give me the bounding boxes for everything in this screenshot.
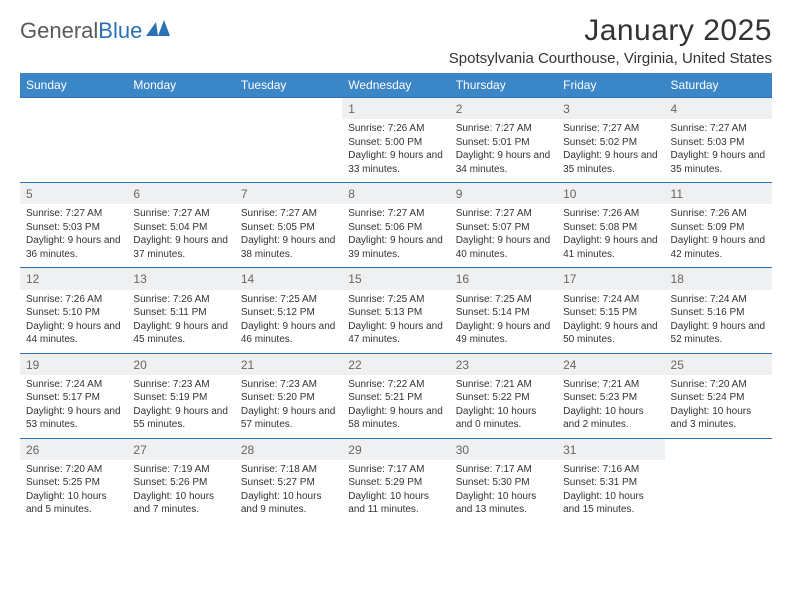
month-title: January 2025 <box>449 14 772 48</box>
info-cell: Sunrise: 7:26 AMSunset: 5:10 PMDaylight:… <box>20 290 127 354</box>
info-cell <box>127 119 234 183</box>
brand-part2: Blue <box>98 18 142 44</box>
info-cell: Sunrise: 7:25 AMSunset: 5:13 PMDaylight:… <box>342 290 449 354</box>
date-cell: 14 <box>235 268 342 290</box>
date-cell <box>127 98 234 120</box>
calendar-page: GeneralBlue January 2025 Spotsylvania Co… <box>0 0 792 523</box>
brand-logo: GeneralBlue <box>20 14 172 44</box>
info-cell <box>235 119 342 183</box>
info-cell: Sunrise: 7:27 AMSunset: 5:01 PMDaylight:… <box>450 119 557 183</box>
date-row: 567891011 <box>20 183 772 205</box>
date-cell: 22 <box>342 353 449 375</box>
date-cell: 5 <box>20 183 127 205</box>
date-cell: 29 <box>342 438 449 460</box>
date-cell: 26 <box>20 438 127 460</box>
date-cell: 13 <box>127 268 234 290</box>
date-cell: 7 <box>235 183 342 205</box>
date-cell: 3 <box>557 98 664 120</box>
date-cell: 21 <box>235 353 342 375</box>
date-cell: 30 <box>450 438 557 460</box>
date-cell: 6 <box>127 183 234 205</box>
info-cell: Sunrise: 7:26 AMSunset: 5:08 PMDaylight:… <box>557 204 664 268</box>
date-cell: 1 <box>342 98 449 120</box>
info-cell: Sunrise: 7:20 AMSunset: 5:25 PMDaylight:… <box>20 460 127 523</box>
info-cell: Sunrise: 7:20 AMSunset: 5:24 PMDaylight:… <box>665 375 772 439</box>
date-cell: 19 <box>20 353 127 375</box>
date-cell: 10 <box>557 183 664 205</box>
info-cell: Sunrise: 7:24 AMSunset: 5:15 PMDaylight:… <box>557 290 664 354</box>
info-cell: Sunrise: 7:23 AMSunset: 5:19 PMDaylight:… <box>127 375 234 439</box>
info-cell: Sunrise: 7:26 AMSunset: 5:11 PMDaylight:… <box>127 290 234 354</box>
info-cell: Sunrise: 7:25 AMSunset: 5:14 PMDaylight:… <box>450 290 557 354</box>
info-cell: Sunrise: 7:27 AMSunset: 5:03 PMDaylight:… <box>20 204 127 268</box>
date-cell: 18 <box>665 268 772 290</box>
info-cell: Sunrise: 7:19 AMSunset: 5:26 PMDaylight:… <box>127 460 234 523</box>
info-cell: Sunrise: 7:26 AMSunset: 5:09 PMDaylight:… <box>665 204 772 268</box>
info-cell: Sunrise: 7:23 AMSunset: 5:20 PMDaylight:… <box>235 375 342 439</box>
info-cell: Sunrise: 7:21 AMSunset: 5:22 PMDaylight:… <box>450 375 557 439</box>
date-cell: 31 <box>557 438 664 460</box>
info-cell: Sunrise: 7:17 AMSunset: 5:29 PMDaylight:… <box>342 460 449 523</box>
info-cell: Sunrise: 7:27 AMSunset: 5:06 PMDaylight:… <box>342 204 449 268</box>
info-cell: Sunrise: 7:18 AMSunset: 5:27 PMDaylight:… <box>235 460 342 523</box>
location-text: Spotsylvania Courthouse, Virginia, Unite… <box>449 50 772 67</box>
weekday-header: Friday <box>557 73 664 98</box>
info-cell: Sunrise: 7:27 AMSunset: 5:05 PMDaylight:… <box>235 204 342 268</box>
info-cell: Sunrise: 7:27 AMSunset: 5:02 PMDaylight:… <box>557 119 664 183</box>
date-cell: 16 <box>450 268 557 290</box>
info-row: Sunrise: 7:24 AMSunset: 5:17 PMDaylight:… <box>20 375 772 439</box>
info-cell: Sunrise: 7:24 AMSunset: 5:16 PMDaylight:… <box>665 290 772 354</box>
title-block: January 2025 Spotsylvania Courthouse, Vi… <box>449 14 772 67</box>
date-cell: 27 <box>127 438 234 460</box>
date-cell: 24 <box>557 353 664 375</box>
info-row: Sunrise: 7:26 AMSunset: 5:00 PMDaylight:… <box>20 119 772 183</box>
date-cell: 9 <box>450 183 557 205</box>
info-cell: Sunrise: 7:24 AMSunset: 5:17 PMDaylight:… <box>20 375 127 439</box>
date-row: 19202122232425 <box>20 353 772 375</box>
date-cell <box>235 98 342 120</box>
info-cell: Sunrise: 7:27 AMSunset: 5:04 PMDaylight:… <box>127 204 234 268</box>
date-cell: 12 <box>20 268 127 290</box>
info-cell: Sunrise: 7:16 AMSunset: 5:31 PMDaylight:… <box>557 460 664 523</box>
date-row: 262728293031 <box>20 438 772 460</box>
date-cell: 11 <box>665 183 772 205</box>
info-cell: Sunrise: 7:17 AMSunset: 5:30 PMDaylight:… <box>450 460 557 523</box>
info-cell: Sunrise: 7:27 AMSunset: 5:07 PMDaylight:… <box>450 204 557 268</box>
info-cell <box>20 119 127 183</box>
weekday-header: Sunday <box>20 73 127 98</box>
date-cell: 15 <box>342 268 449 290</box>
info-cell <box>665 460 772 523</box>
weekday-header: Wednesday <box>342 73 449 98</box>
brand-part1: General <box>20 18 98 44</box>
weekday-header-row: SundayMondayTuesdayWednesdayThursdayFrid… <box>20 73 772 98</box>
date-cell: 17 <box>557 268 664 290</box>
date-cell: 25 <box>665 353 772 375</box>
date-cell <box>20 98 127 120</box>
info-row: Sunrise: 7:26 AMSunset: 5:10 PMDaylight:… <box>20 290 772 354</box>
info-cell: Sunrise: 7:27 AMSunset: 5:03 PMDaylight:… <box>665 119 772 183</box>
weekday-header: Saturday <box>665 73 772 98</box>
info-cell: Sunrise: 7:26 AMSunset: 5:00 PMDaylight:… <box>342 119 449 183</box>
info-row: Sunrise: 7:27 AMSunset: 5:03 PMDaylight:… <box>20 204 772 268</box>
date-cell <box>665 438 772 460</box>
info-row: Sunrise: 7:20 AMSunset: 5:25 PMDaylight:… <box>20 460 772 523</box>
info-cell: Sunrise: 7:21 AMSunset: 5:23 PMDaylight:… <box>557 375 664 439</box>
weekday-header: Tuesday <box>235 73 342 98</box>
date-cell: 28 <box>235 438 342 460</box>
date-cell: 4 <box>665 98 772 120</box>
date-row: 1234 <box>20 98 772 120</box>
date-cell: 20 <box>127 353 234 375</box>
info-cell: Sunrise: 7:25 AMSunset: 5:12 PMDaylight:… <box>235 290 342 354</box>
date-cell: 8 <box>342 183 449 205</box>
weekday-header: Monday <box>127 73 234 98</box>
calendar-body: 1234 Sunrise: 7:26 AMSunset: 5:00 PMDayl… <box>20 98 772 523</box>
info-cell: Sunrise: 7:22 AMSunset: 5:21 PMDaylight:… <box>342 375 449 439</box>
weekday-header: Thursday <box>450 73 557 98</box>
date-cell: 2 <box>450 98 557 120</box>
calendar-table: SundayMondayTuesdayWednesdayThursdayFrid… <box>20 73 772 523</box>
date-row: 12131415161718 <box>20 268 772 290</box>
brand-mark-icon <box>146 18 172 44</box>
page-header: GeneralBlue January 2025 Spotsylvania Co… <box>20 14 772 67</box>
date-cell: 23 <box>450 353 557 375</box>
